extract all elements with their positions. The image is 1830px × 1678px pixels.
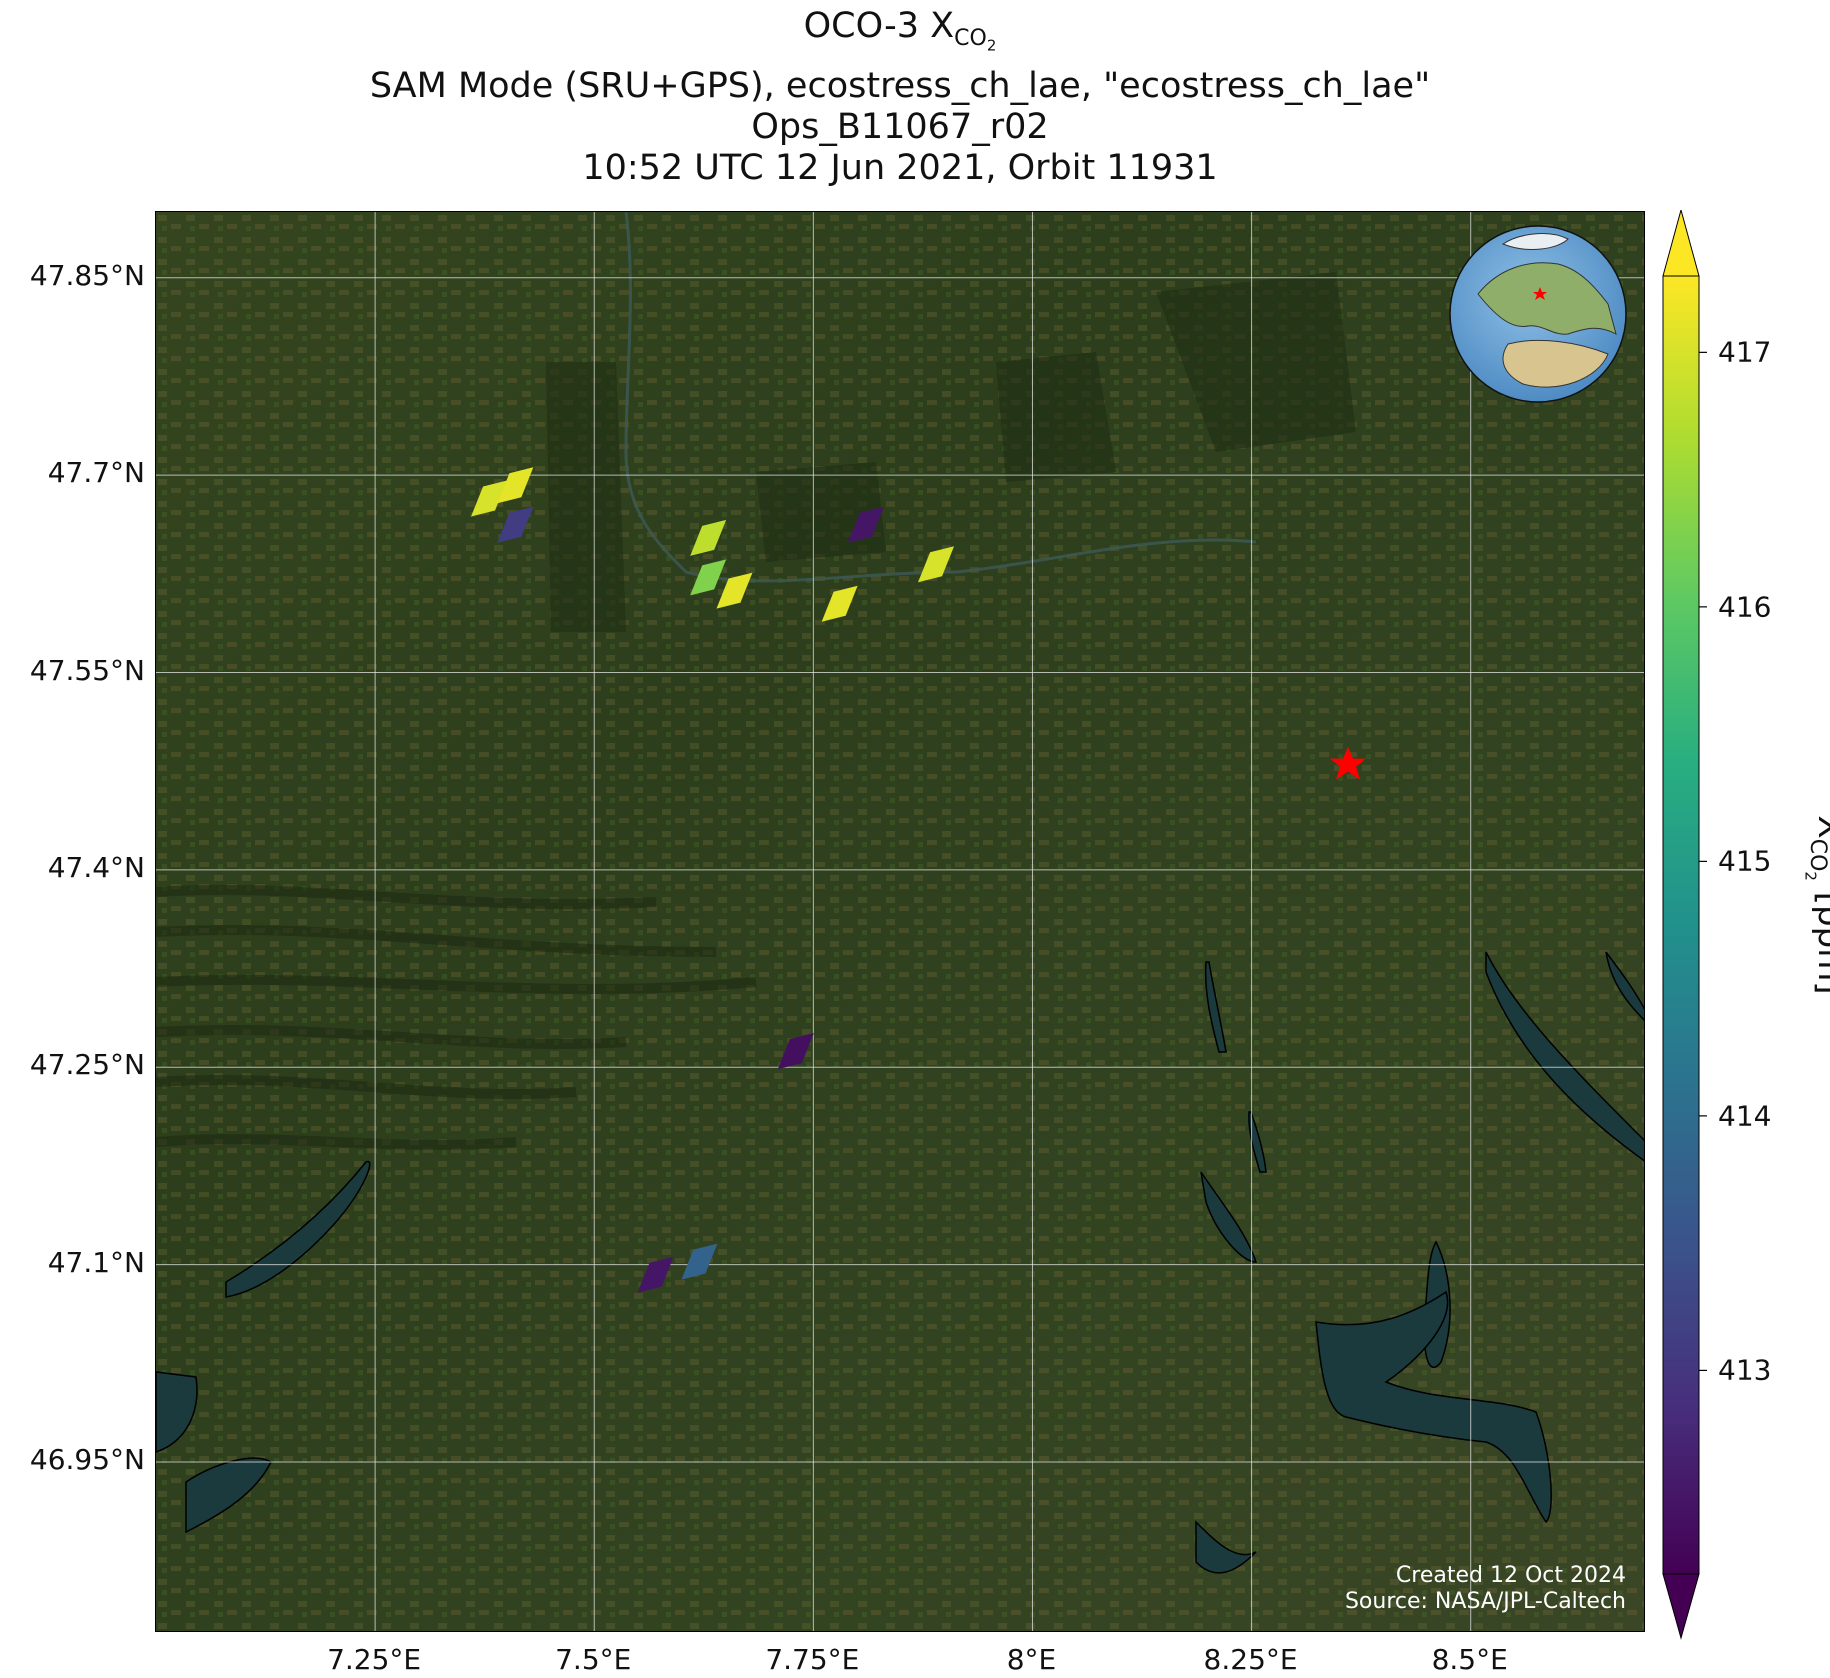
xco2-sounding [777,1033,814,1070]
xco2-sounding [637,1256,674,1293]
colorbar-tick-label: 416 [1718,590,1772,624]
lat-tick-label: 47.55°N [29,653,145,687]
star-icon [1330,746,1366,780]
lon-tick-label: 7.5°E [555,1643,632,1676]
colorbar [1662,210,1707,1640]
lon-tick-label: 8°E [1006,1643,1057,1676]
map-gridlines [156,212,1644,1631]
lon-tick-label: 8.25°E [1203,1643,1298,1676]
colorbar-tick-label: 415 [1718,844,1772,878]
lakes [156,951,1644,1574]
colorbar-label: XCO2 [ppm] [1801,815,1830,995]
colorbar-tick-label: 417 [1718,335,1772,369]
figure-title: OCO-3 XCO2 SAM Mode (SRU+GPS), ecostress… [155,6,1645,189]
title-line-2: SAM Mode (SRU+GPS), ecostress_ch_lae, "e… [369,66,1431,107]
jura-ridges [156,884,757,1150]
xco2-sounding [681,1243,718,1280]
colorbar-extend-min [1662,1573,1700,1640]
xco2-sounding [821,585,858,622]
globe-star-icon [1533,287,1547,300]
xco2-sounding [690,559,727,596]
globe-icon [1477,233,1617,388]
credit-text: Created 12 Oct 2024 Source: NASA/JPL-Cal… [1345,1563,1626,1615]
xco2-soundings [471,467,955,1293]
credit-source: Source: NASA/JPL-Caltech [1344,1589,1626,1614]
map-panel[interactable]: Created 12 Oct 2024 Source: NASA/JPL-Cal… [155,211,1645,1632]
colorbar-tick-label: 413 [1718,1353,1772,1387]
forest-patches [546,272,1356,632]
lat-tick-label: 47.1°N [47,1245,145,1279]
credit-created: Created 12 Oct 2024 [1395,1563,1626,1588]
lat-tick-label: 47.25°N [29,1048,145,1082]
colorbar-tick-label: 414 [1718,1099,1772,1133]
xco2-sounding [716,572,753,609]
target-marker [1330,746,1366,780]
xco2-sounding [847,506,884,543]
colorbar-tick-marks [1699,351,1707,1371]
map-canvas[interactable] [156,212,1645,1632]
lon-tick-label: 8.5°E [1431,1643,1508,1676]
xco2-sounding [471,480,508,517]
inset-globe [1449,225,1627,403]
title-line-1: OCO-3 XCO2 [803,6,997,55]
title-line-4: 10:52 UTC 12 Jun 2021, Orbit 11931 [582,148,1218,189]
lat-tick-label: 47.7°N [47,456,145,490]
lat-tick-label: 47.4°N [47,850,145,884]
xco2-sounding [918,546,955,583]
lat-tick-label: 47.85°N [29,258,145,292]
lon-tick-label: 7.75°E [765,1643,860,1676]
xco2-sounding [690,519,727,556]
lat-tick-label: 46.95°N [29,1442,145,1476]
xco2-sounding [497,506,534,543]
colorbar-extend-max [1662,210,1700,277]
xco2-sounding [497,467,534,504]
lon-tick-label: 7.25°E [327,1643,422,1676]
colorbar-body [1662,275,1700,1575]
title-line-3: Ops_B11067_r02 [751,107,1049,148]
